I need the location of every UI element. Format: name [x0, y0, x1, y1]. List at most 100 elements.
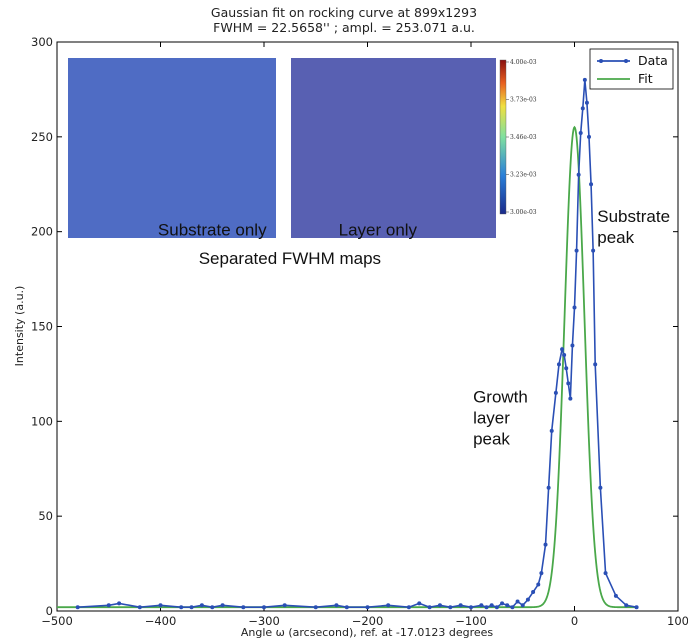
y-tick-label: 300: [31, 35, 53, 49]
data-point: [510, 605, 515, 610]
data-point: [179, 605, 184, 610]
data-point: [210, 605, 215, 610]
annotation-text: Separated FWHM maps: [199, 249, 381, 268]
data-point: [531, 590, 536, 595]
data-point: [189, 605, 194, 610]
data-point: [500, 601, 505, 606]
data-point: [560, 347, 565, 352]
data-point: [539, 571, 544, 576]
data-point: [494, 605, 499, 610]
data-point: [241, 605, 246, 610]
data-point: [469, 605, 473, 610]
data-point: [137, 605, 142, 610]
data-point: [582, 77, 587, 82]
data-point: [334, 603, 339, 608]
legend-data-label: Data: [638, 53, 668, 68]
annotation-text: Layer only: [339, 220, 418, 239]
data-point: [570, 343, 575, 348]
data-point: [549, 428, 554, 433]
data-point: [624, 603, 629, 608]
inset-substrate-map: [68, 58, 276, 238]
data-point: [593, 362, 598, 367]
data-point: [520, 603, 525, 608]
data-point: [386, 603, 391, 608]
data-point: [566, 381, 571, 386]
data-point: [262, 605, 266, 610]
data-point: [344, 605, 349, 610]
data-point: [417, 601, 422, 606]
data-point: [458, 603, 463, 608]
colorbar: [499, 59, 507, 215]
chart-title: Gaussian fit on rocking curve at 899x129…: [211, 5, 477, 20]
y-tick-label: 100: [31, 414, 53, 428]
colorbar-tick-label: 3.46e-03: [510, 134, 537, 141]
data-point: [603, 571, 608, 576]
data-point: [613, 593, 618, 598]
x-tick-label: −400: [145, 614, 177, 628]
legend-box: [589, 48, 674, 90]
data-point: [598, 485, 603, 490]
y-axis-label: Intensity (a.u.): [13, 286, 26, 367]
y-tick-label: 0: [46, 604, 53, 618]
data-point: [543, 542, 548, 547]
x-axis-label: Angle ω (arcsecond), ref. at -17.0123 de…: [241, 626, 494, 639]
data-point: [282, 603, 287, 608]
x-tick-label: −300: [248, 614, 280, 628]
data-point: [586, 134, 591, 139]
legend-data-marker: [599, 59, 603, 63]
colorbar-tick-label: 4.00e-03: [510, 59, 537, 66]
data-point: [365, 605, 370, 610]
inset-layer-map: [291, 58, 496, 238]
data-point: [525, 597, 530, 602]
colorbar-tick-label: 3.23e-03: [510, 172, 537, 179]
data-point: [546, 485, 551, 490]
colorbar-ticks: 4.00e-03 3.73e-03 3.46e-03 3.23e-03 3.00e-03: [506, 59, 537, 216]
annotation-text: Substrate only: [158, 220, 267, 239]
y-tick-label: 200: [31, 225, 53, 239]
y-tick-label: 250: [31, 130, 53, 144]
data-point: [580, 106, 585, 111]
data-point: [75, 605, 80, 610]
data-point: [505, 603, 510, 608]
y-tick-label: 150: [31, 320, 53, 334]
data-point: [584, 100, 589, 105]
legend-data-marker: [624, 59, 628, 63]
annotation-text: peak: [473, 429, 510, 448]
annotation-text: Substrate: [597, 207, 670, 226]
data-point: [406, 605, 411, 610]
colorbar-tick-label: 3.00e-03: [510, 209, 537, 216]
x-tick-label: 0: [571, 614, 578, 628]
data-point: [572, 305, 577, 310]
data-point: [556, 362, 561, 367]
data-point: [313, 605, 318, 610]
y-tick-label: 50: [38, 509, 53, 523]
data-point: [106, 603, 111, 608]
x-tick-label: −500: [41, 614, 73, 628]
data-point: [158, 603, 163, 608]
data-point: [515, 599, 520, 604]
data-point: [220, 603, 225, 608]
x-tick-label: −200: [352, 614, 384, 628]
data-point: [536, 582, 541, 587]
annotation-text: peak: [597, 228, 634, 247]
colorbar-tick-label: 3.73e-03: [510, 97, 537, 104]
data-point: [562, 352, 567, 357]
data-point: [634, 605, 639, 610]
annotation-text: Growth: [473, 387, 528, 406]
chart-subtitle: FWHM = 22.5658'' ; ampl. = 253.071 a.u.: [213, 20, 475, 35]
data-point: [564, 366, 569, 371]
data-point: [437, 603, 442, 608]
data-point: [489, 603, 494, 608]
data-point: [589, 182, 594, 187]
data-point: [591, 248, 596, 253]
data-point: [484, 605, 489, 610]
data-point: [117, 601, 122, 606]
data-point: [199, 603, 204, 608]
x-tick-label: −100: [455, 614, 487, 628]
data-point: [479, 603, 484, 608]
x-tick-label: 100: [667, 614, 688, 628]
annotation-text: layer: [473, 408, 510, 427]
data-point: [578, 131, 583, 136]
data-point: [568, 396, 573, 401]
